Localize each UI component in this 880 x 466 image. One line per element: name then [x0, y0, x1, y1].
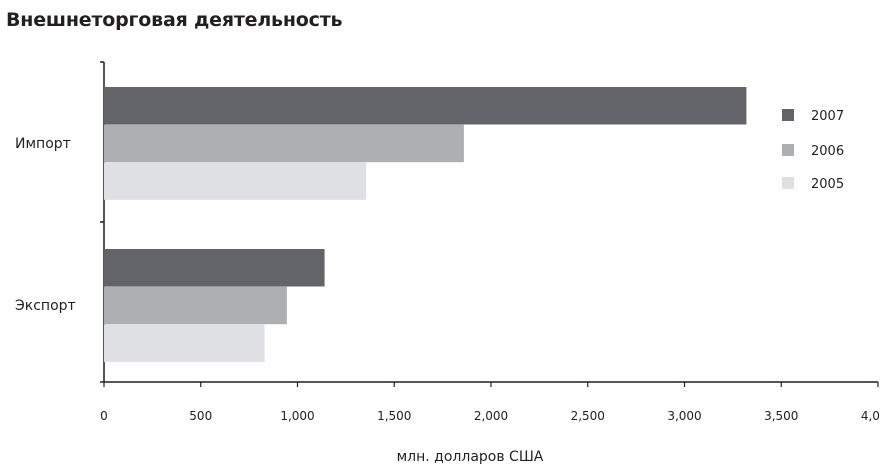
x-tick-label: 1,500	[377, 409, 411, 423]
x-ticks: 0 500 1,000 1,500 2,000 2,500 3,000 3,500 4,000	[100, 382, 880, 423]
legend: 2007 2006 2005	[782, 109, 844, 192]
x-tick-label: 2,500	[571, 409, 605, 423]
category-labels: Импорт Экспорт	[15, 136, 76, 314]
bar-export-2007	[104, 249, 325, 287]
legend-label-2005: 2005	[811, 177, 844, 192]
bar-export-2006	[104, 286, 287, 325]
bar-import-2005	[104, 162, 367, 200]
x-tick-label: 1,000	[280, 409, 314, 423]
legend-swatch-2005	[782, 177, 794, 189]
x-tick-label: 2,000	[474, 409, 508, 423]
chart-title: Внешнеторговая деятельность	[6, 9, 343, 31]
x-tick-label: 0	[100, 409, 108, 423]
x-tick-label: 3,500	[764, 409, 798, 423]
x-tick-label: 500	[189, 409, 212, 423]
legend-swatch-2006	[782, 144, 794, 156]
bars	[104, 87, 747, 362]
legend-swatch-2007	[782, 109, 794, 121]
bar-import-2007	[104, 87, 747, 125]
legend-label-2006: 2006	[811, 144, 844, 159]
category-label: Экспорт	[15, 298, 76, 314]
x-tick-label: 3,000	[667, 409, 701, 423]
legend-label-2007: 2007	[811, 109, 844, 124]
x-tick-label: 4,000	[861, 409, 880, 423]
bar-import-2006	[104, 124, 464, 163]
bar-export-2005	[104, 324, 265, 362]
category-label: Импорт	[15, 136, 71, 152]
x-axis-label: млн. долларов США	[397, 449, 544, 465]
